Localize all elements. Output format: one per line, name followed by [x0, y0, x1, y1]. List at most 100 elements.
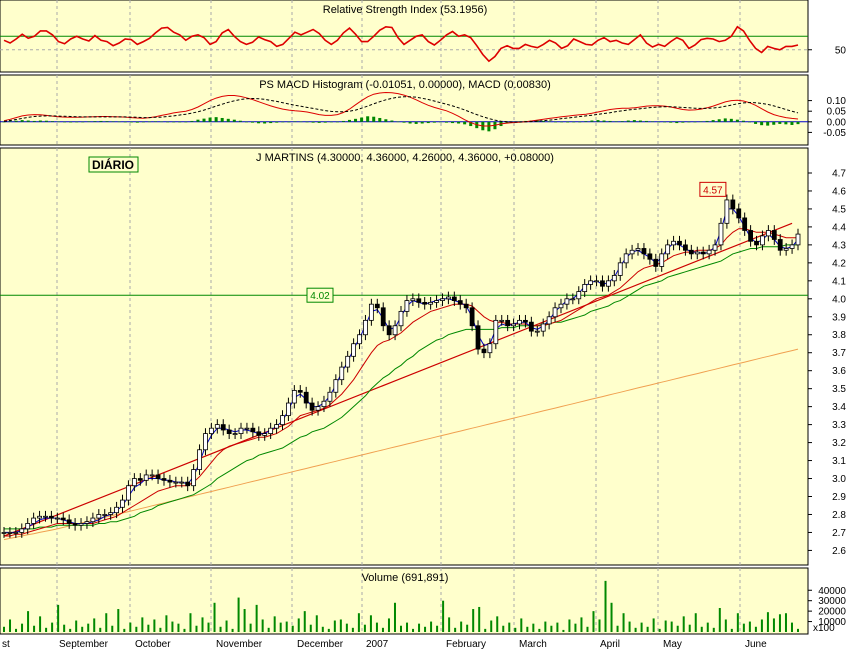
x-axis-label: March — [519, 639, 547, 649]
volume-bar — [592, 611, 595, 632]
candle-body — [641, 248, 647, 255]
macd-histogram-bar — [14, 120, 18, 122]
high-label: 4.57 — [703, 185, 723, 196]
volume-bar — [267, 627, 270, 632]
candle-body — [19, 528, 25, 533]
macd-histogram-bar — [196, 119, 200, 122]
macd-histogram-bar — [50, 121, 54, 122]
volume-bar — [369, 615, 372, 632]
candle-body — [765, 230, 771, 237]
candle-body — [742, 217, 748, 231]
candle-body — [789, 244, 795, 249]
macd-histogram-bar — [269, 121, 273, 124]
price-tick-label: 4.6 — [832, 186, 846, 197]
volume-bar — [225, 620, 228, 632]
candle-body — [540, 323, 546, 332]
candle-body — [37, 515, 42, 519]
volume-bar — [345, 623, 348, 632]
volume-unit-label: x100 — [813, 623, 835, 634]
macd-histogram-bar — [451, 121, 455, 124]
volume-bar — [574, 623, 577, 632]
volume-bar — [315, 615, 318, 632]
price-tick-label: 3.1 — [832, 456, 846, 467]
candle-body — [25, 523, 31, 530]
candle-body — [677, 240, 682, 246]
volume-bar — [357, 613, 360, 632]
macd-histogram-bar — [354, 118, 358, 122]
volume-bar — [327, 628, 330, 632]
volume-bar — [676, 625, 679, 632]
candle-body — [238, 427, 244, 434]
macd-histogram-bar — [275, 121, 279, 123]
volume-bar — [75, 620, 78, 632]
candle-body — [736, 208, 742, 219]
macd-histogram-bar — [735, 119, 739, 122]
macd-title: PS MACD Histogram (-0.01051, 0.00000), M… — [259, 79, 551, 91]
candle-body — [351, 343, 356, 357]
macd-histogram-bar — [408, 121, 412, 124]
macd-signal-line — [3, 96, 799, 123]
candle-body — [72, 523, 78, 526]
volume-bar — [177, 623, 180, 632]
volume-bar — [520, 618, 523, 632]
volume-bar — [778, 614, 781, 632]
macd-histogram-bar — [560, 121, 564, 123]
macd-tick-label: 0.10 — [827, 96, 847, 107]
volume-bar — [393, 602, 396, 632]
macd-histogram-bar — [390, 120, 394, 122]
volume-bar — [700, 626, 703, 632]
volume-bar — [718, 608, 721, 632]
volume-bar — [586, 626, 589, 632]
volume-bar — [27, 611, 30, 632]
candle-body — [386, 325, 392, 336]
volume-bar — [135, 626, 138, 632]
macd-histogram-bar — [87, 121, 91, 122]
candle-body — [475, 325, 481, 350]
volume-bar — [418, 623, 421, 632]
volume-bar — [538, 628, 541, 632]
macd-histogram-bar — [699, 121, 703, 122]
macd-histogram-bar — [257, 121, 261, 124]
macd-histogram-bar — [141, 121, 145, 123]
volume-bar — [255, 604, 258, 632]
candle-body — [126, 485, 131, 501]
volume-bar — [556, 622, 559, 632]
macd-histogram-bar — [190, 120, 194, 122]
candle-body — [783, 248, 789, 251]
candle-body — [54, 517, 60, 520]
volume-bar — [279, 622, 282, 632]
macd-histogram-bar — [711, 120, 715, 122]
macd-histogram-bar — [784, 121, 788, 125]
price-tick-label: 4.7 — [832, 168, 846, 179]
macd-histogram-bar — [608, 120, 612, 122]
candle-body — [434, 300, 439, 303]
macd-histogram-bar — [244, 121, 248, 123]
volume-bar — [297, 618, 300, 632]
candle-body — [7, 532, 13, 534]
macd-histogram-bar — [760, 121, 764, 126]
macd-histogram-bar — [384, 119, 388, 122]
macd-histogram-bar — [717, 119, 721, 122]
volume-bar — [237, 597, 240, 632]
candle-body — [43, 515, 48, 518]
macd-histogram-bar — [572, 121, 576, 123]
volume-bar — [478, 606, 481, 632]
macd-histogram-bar — [778, 121, 782, 124]
volume-bar — [628, 621, 631, 632]
volume-bar — [105, 613, 108, 632]
volume-bar — [129, 622, 132, 632]
moving-average-line — [3, 348, 799, 541]
volume-bar — [610, 602, 613, 632]
candle-body — [137, 478, 143, 481]
x-axis-label: October — [135, 639, 171, 649]
x-axis-label: June — [745, 639, 767, 649]
volume-bar — [93, 618, 96, 632]
volume-bar — [466, 624, 469, 632]
candle-body — [511, 323, 516, 327]
candle-body — [155, 474, 161, 479]
volume-bar — [526, 626, 529, 632]
price-tick-label: 3.7 — [832, 348, 846, 359]
macd-histogram-bar — [129, 121, 133, 123]
volume-bar — [261, 619, 264, 632]
candle-body — [528, 321, 534, 332]
